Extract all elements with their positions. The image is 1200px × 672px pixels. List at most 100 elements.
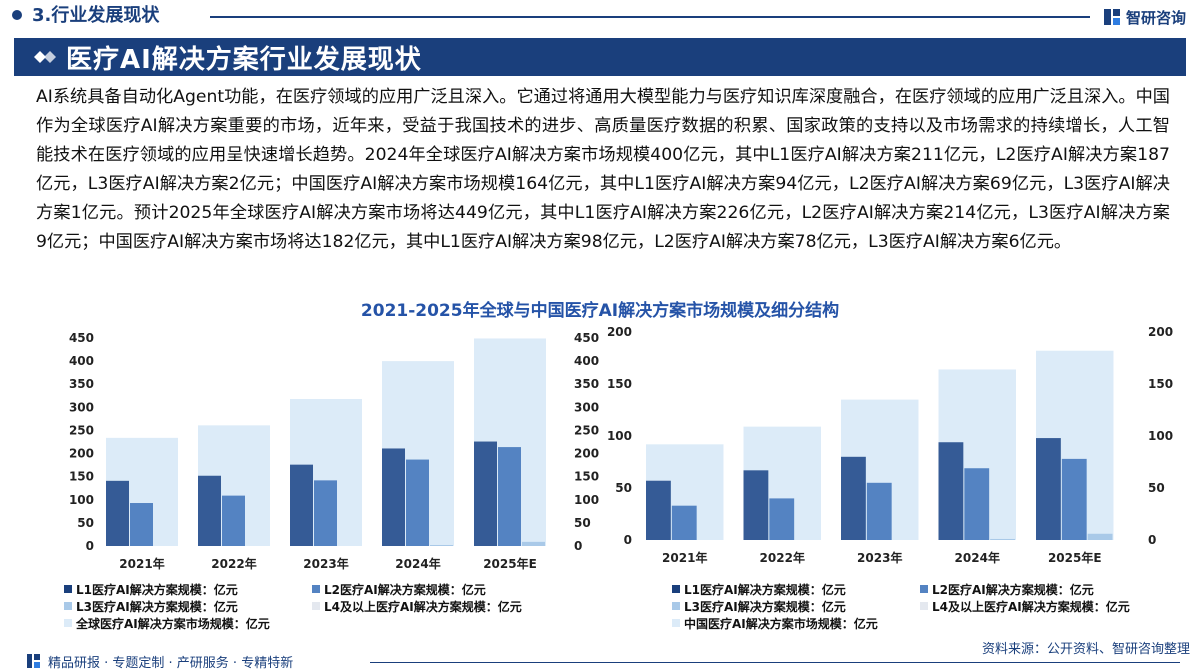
brand-logo-icon — [27, 654, 40, 668]
y-tick-label-right: 100 — [574, 493, 599, 507]
l2-bar — [964, 468, 990, 540]
x-tick-label: 2024年 — [955, 550, 1000, 565]
legend-item-l2: L2医疗AI解决方案规模：亿元 — [920, 580, 1094, 598]
legend-item-l3: L3医疗AI解决方案规模：亿元 — [64, 597, 238, 615]
legend-swatch-icon — [64, 619, 72, 627]
top-bar: 3.行业发展现状 智研咨询 — [0, 0, 1200, 34]
legend-item-total: 全球医疗AI解决方案市场规模：亿元 — [64, 614, 270, 632]
y-tick-label-left: 100 — [607, 429, 632, 443]
x-tick-label: 2022年 — [760, 550, 805, 565]
x-tick-label: 2025年E — [1048, 550, 1102, 565]
china-year-group — [1036, 350, 1114, 540]
chart-title: 2021-2025年全球与中国医疗AI解决方案市场规模及细分结构 — [360, 301, 840, 321]
global-market-chart: 0 0 50 50 100 100 150 150 200 200 250 250 300 300 350 3… — [69, 331, 599, 571]
y-tick-label-right: 150 — [1148, 377, 1173, 391]
legend-label: L4及以上医疗AI解决方案规模：亿元 — [932, 599, 1130, 614]
y-tick-label-right: 150 — [574, 470, 599, 484]
legend-label: 中国医疗AI解决方案市场规模：亿元 — [684, 616, 878, 631]
legend-label: L1医疗AI解决方案规模：亿元 — [684, 582, 846, 597]
legend-label: L3医疗AI解决方案规模：亿元 — [76, 599, 238, 614]
intro-paragraph: AI系统具备自动化Agent功能，在医疗领域的应用广泛且深入。它通过将通用大模型… — [36, 87, 1170, 252]
legend-item-total: 中国医疗AI解决方案市场规模：亿元 — [672, 614, 878, 632]
legend-item-l1: L1医疗AI解决方案规模：亿元 — [672, 580, 846, 598]
y-tick-label-right: 50 — [574, 516, 591, 530]
l2-bar — [671, 505, 697, 540]
y-tick-label-left: 150 — [69, 470, 94, 484]
footer-services: 精品研报 · 专题定制 · 产研服务 · 专精特新 — [48, 656, 294, 671]
legend-swatch-icon — [64, 585, 72, 593]
y-tick-label-right: 250 — [574, 423, 599, 437]
l2-bar — [1061, 458, 1087, 540]
l3-bar — [1087, 533, 1113, 540]
l1-bar — [938, 442, 964, 540]
y-tick-label-right: 100 — [1148, 429, 1173, 443]
legend-swatch-icon — [312, 602, 320, 610]
legend-item-l4: L4及以上医疗AI解决方案规模：亿元 — [920, 597, 1130, 615]
y-tick-label-right: 200 — [1148, 325, 1173, 339]
x-tick-label: 2023年 — [303, 556, 348, 571]
source-note: 资料来源：公开资料、智研咨询整理 — [981, 642, 1190, 657]
y-tick-label-left: 200 — [607, 325, 632, 339]
legend-label: 全球医疗AI解决方案市场规模：亿元 — [76, 616, 270, 631]
y-tick-label-right: 50 — [1148, 481, 1165, 495]
legend-label: L2医疗AI解决方案规模：亿元 — [324, 582, 486, 597]
global-year-group — [290, 399, 362, 546]
y-tick-label-right: 450 — [574, 331, 599, 345]
y-tick-label-left: 150 — [607, 377, 632, 391]
l3-bar — [430, 545, 453, 546]
legend-swatch-icon — [920, 585, 928, 593]
l2-bar — [498, 447, 521, 546]
title-banner: 医疗AI解决方案行业发展现状 — [14, 38, 1186, 76]
china-year-group — [841, 399, 919, 540]
y-tick-label-left: 50 — [615, 481, 632, 495]
china-year-group — [743, 426, 821, 540]
l1-bar — [198, 475, 221, 546]
l1-bar — [382, 448, 405, 546]
legend-label: L1医疗AI解决方案规模：亿元 — [76, 582, 238, 597]
global-year-group — [106, 437, 178, 546]
l2-bar — [130, 503, 153, 546]
legend-label: L4及以上医疗AI解决方案规模：亿元 — [324, 599, 522, 614]
legend-swatch-icon — [920, 602, 928, 610]
legend-swatch-icon — [672, 602, 680, 610]
l2-bar — [406, 459, 429, 546]
l2-bar — [222, 495, 245, 546]
brand-logo: 智研咨询 — [1102, 5, 1186, 29]
page-title: 医疗AI解决方案行业发展现状 — [66, 44, 422, 75]
l1-bar — [290, 464, 313, 546]
legend-label: L2医疗AI解决方案规模：亿元 — [932, 582, 1094, 597]
x-tick-label: 2023年 — [857, 550, 902, 565]
legend-item-l3: L3医疗AI解决方案规模：亿元 — [672, 597, 846, 615]
legend-swatch-icon — [672, 619, 680, 627]
y-tick-label-left: 400 — [69, 354, 94, 368]
y-tick-label-right: 0 — [574, 539, 582, 553]
brand-name: 智研咨询 — [1125, 8, 1186, 27]
x-tick-label: 2021年 — [119, 556, 164, 571]
l2-bar — [314, 480, 337, 546]
y-tick-label-left: 250 — [69, 423, 94, 437]
legend-item-l2: L2医疗AI解决方案规模：亿元 — [312, 580, 486, 598]
brand-logo-icon — [1103, 9, 1120, 25]
y-tick-label-left: 100 — [69, 493, 94, 507]
y-tick-label-left: 350 — [69, 377, 94, 391]
y-tick-label-left: 450 — [69, 331, 94, 345]
l3-bar — [990, 538, 1015, 540]
l2-bar — [769, 498, 795, 540]
y-tick-label-left: 300 — [69, 400, 94, 414]
china-year-group — [938, 369, 1016, 540]
y-tick-label-left: 0 — [86, 539, 94, 553]
y-tick-label-left: 50 — [77, 516, 94, 530]
footer-bar: 精品研报 · 专题定制 · 产研服务 · 专精特新 — [0, 650, 1200, 672]
y-tick-label-right: 350 — [574, 377, 599, 391]
l1-bar — [841, 456, 866, 540]
x-tick-label: 2022年 — [211, 556, 256, 571]
l1-bar — [743, 470, 769, 540]
l2-bar — [866, 482, 892, 540]
y-tick-label-left: 0 — [624, 533, 632, 547]
legend-item-l1: L1医疗AI解决方案规模：亿元 — [64, 580, 238, 598]
global-year-group — [474, 338, 546, 546]
y-tick-label-left: 200 — [69, 447, 94, 461]
bullet-dot-icon — [12, 10, 22, 20]
l1-bar — [106, 480, 129, 546]
section-label: 3.行业发展现状 — [32, 5, 160, 26]
